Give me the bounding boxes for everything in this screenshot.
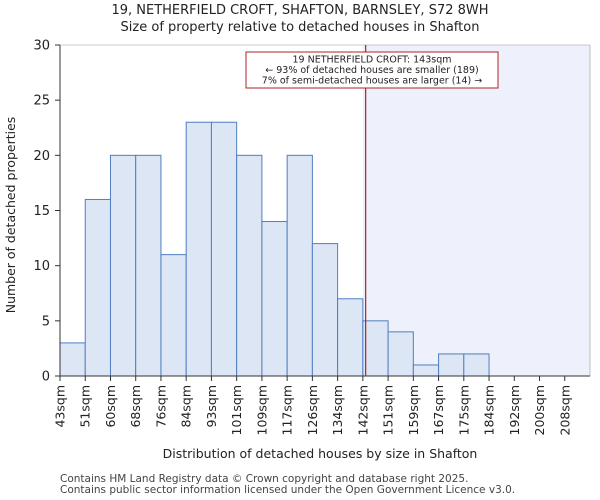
- x-tick-label: 60sqm: [103, 385, 118, 428]
- bar-51sqm: [84, 198, 111, 377]
- annotation-line-3: 7% of semi-detached houses are larger (1…: [262, 76, 482, 87]
- bar-101sqm: [236, 154, 263, 377]
- bar-151sqm: [387, 331, 414, 377]
- x-tick-label: 167sqm: [431, 385, 446, 435]
- chart-subtitle: Size of property relative to detached ho…: [120, 20, 480, 35]
- y-tick-label: 10: [33, 259, 50, 274]
- x-axis-label: Distribution of detached houses by size …: [163, 446, 478, 461]
- x-tick-label: 109sqm: [254, 385, 269, 435]
- x-tick-label: 126sqm: [305, 385, 320, 435]
- y-tick-label: 25: [33, 94, 50, 109]
- bar-84sqm: [185, 121, 212, 377]
- x-tick-label: 208sqm: [557, 385, 572, 435]
- x-tick-label: 192sqm: [507, 385, 522, 435]
- x-tick-label: 93sqm: [204, 385, 219, 428]
- y-axis-label: Number of detached properties: [3, 117, 18, 314]
- x-tick-label: 43sqm: [53, 385, 68, 428]
- y-tick-label: 5: [42, 314, 50, 329]
- y-tick-label: 20: [33, 149, 50, 164]
- y-tick-label: 15: [33, 204, 50, 219]
- footer-line-2: Contains public sector information licen…: [60, 484, 516, 496]
- bar-117sqm: [286, 154, 313, 377]
- x-tick-label: 159sqm: [406, 385, 421, 435]
- x-tick-label: 117sqm: [280, 385, 295, 435]
- bar-68sqm: [135, 154, 162, 377]
- x-tick-label: 101sqm: [229, 385, 244, 435]
- chart-title: 19, NETHERFIELD CROFT, SHAFTON, BARNSLEY…: [111, 3, 489, 18]
- x-tick-label: 68sqm: [128, 385, 143, 428]
- bar-43sqm: [59, 342, 86, 377]
- x-tick-label: 151sqm: [381, 385, 396, 435]
- annotation-line-1: 19 NETHERFIELD CROFT: 143sqm: [292, 55, 451, 66]
- x-tick-label: 84sqm: [179, 385, 194, 428]
- bar-167sqm: [438, 353, 465, 377]
- x-tick-label: 51sqm: [78, 385, 93, 428]
- x-tick-label: 142sqm: [355, 385, 370, 435]
- bar-175sqm: [463, 353, 490, 377]
- bar-109sqm: [261, 221, 288, 377]
- x-tick-label: 184sqm: [482, 385, 497, 435]
- bar-60sqm: [109, 154, 137, 377]
- annotation-line-2: ← 93% of detached houses are smaller (18…: [265, 65, 478, 76]
- bar-76sqm: [160, 254, 187, 377]
- bar-134sqm: [337, 298, 364, 377]
- y-tick-label: 0: [42, 370, 50, 385]
- y-tick-label: 30: [33, 39, 50, 54]
- annotation-box: [245, 51, 499, 89]
- x-tick-label: 175sqm: [456, 385, 471, 435]
- x-tick-label: 76sqm: [153, 385, 168, 428]
- bar-142sqm: [362, 320, 389, 377]
- footer-line-1: Contains HM Land Registry data © Crown c…: [60, 473, 469, 485]
- bar-159sqm: [412, 364, 440, 377]
- bar-126sqm: [311, 243, 339, 377]
- bar-93sqm: [210, 121, 238, 377]
- x-tick-label: 134sqm: [330, 385, 345, 435]
- highlight-region: [362, 45, 590, 376]
- x-tick-label: 200sqm: [532, 385, 547, 435]
